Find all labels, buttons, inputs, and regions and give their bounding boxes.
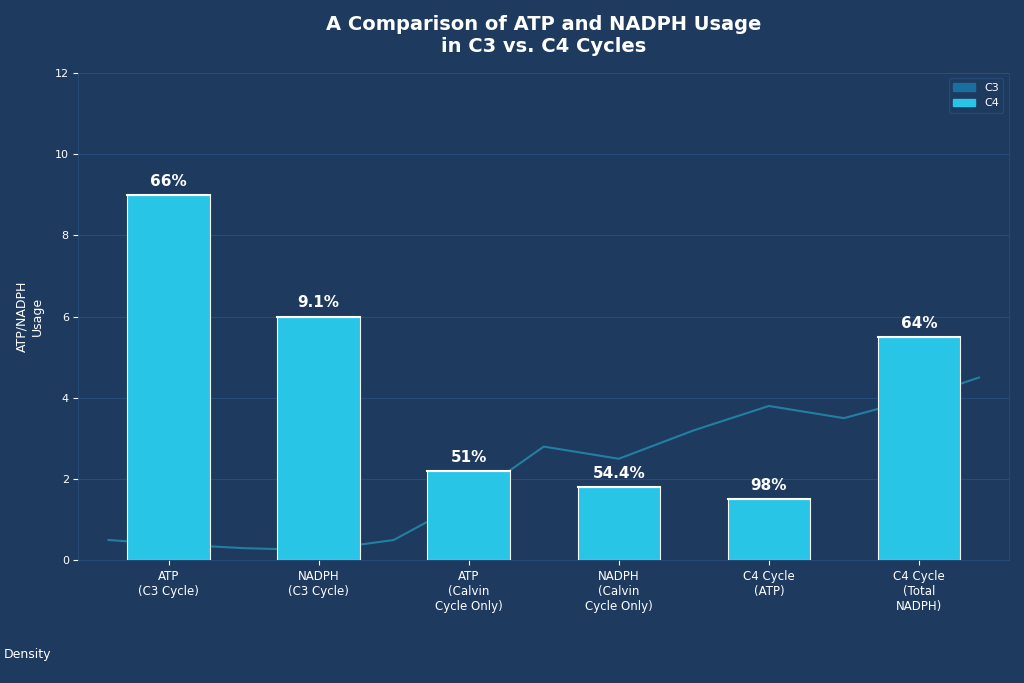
Bar <box>278 317 359 560</box>
Legend: C3, C4: C3, C4 <box>948 79 1004 113</box>
Bar <box>728 499 810 560</box>
Text: Density: Density <box>4 648 51 661</box>
Title: A Comparison of ATP and NADPH Usage
in C3 vs. C4 Cycles: A Comparison of ATP and NADPH Usage in C… <box>326 15 762 56</box>
Bar <box>127 195 210 560</box>
Text: 98%: 98% <box>751 478 787 493</box>
Bar <box>878 337 961 560</box>
Y-axis label: ATP/NADPH
Usage: ATP/NADPH Usage <box>15 281 44 352</box>
Text: 54.4%: 54.4% <box>593 466 645 481</box>
Bar <box>427 471 510 560</box>
Text: 9.1%: 9.1% <box>298 296 340 311</box>
Text: 51%: 51% <box>451 450 486 465</box>
Text: 64%: 64% <box>901 316 937 331</box>
Bar <box>578 487 660 560</box>
Text: 66%: 66% <box>151 173 187 189</box>
